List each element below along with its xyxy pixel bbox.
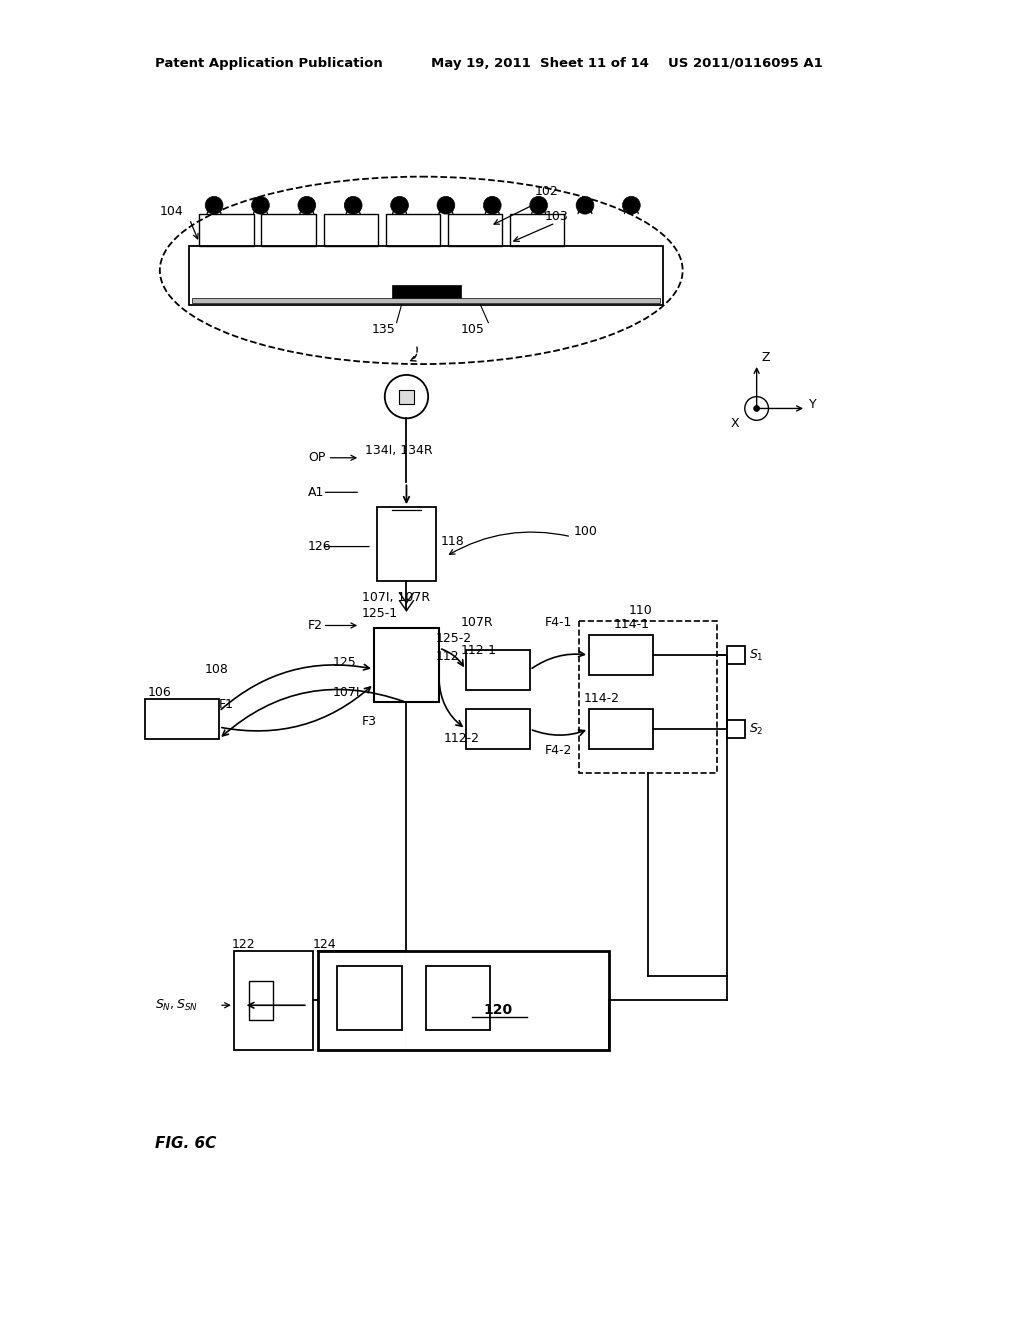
Bar	[374, 628, 439, 702]
Circle shape	[252, 197, 269, 214]
Bar	[189, 246, 663, 305]
Circle shape	[483, 197, 501, 214]
Bar	[391, 285, 461, 298]
Text: F1: F1	[219, 698, 234, 711]
Circle shape	[298, 197, 315, 214]
Text: 107I, 107R: 107I, 107R	[362, 591, 430, 605]
Bar	[193, 298, 659, 302]
Text: 112: 112	[436, 649, 460, 663]
Text: 135: 135	[372, 323, 395, 337]
Text: May 19, 2011  Sheet 11 of 14: May 19, 2011 Sheet 11 of 14	[431, 57, 649, 70]
Text: F4-2: F4-2	[545, 744, 572, 758]
Bar	[261, 214, 315, 246]
Circle shape	[744, 396, 768, 420]
Text: 124: 124	[312, 937, 336, 950]
Bar	[249, 981, 273, 1020]
Text: Patent Application Publication: Patent Application Publication	[155, 57, 383, 70]
Text: 122: 122	[231, 937, 255, 950]
Bar	[447, 214, 502, 246]
Bar	[377, 507, 436, 581]
Text: F2: F2	[308, 619, 323, 632]
Text: Y: Y	[809, 399, 816, 411]
Bar	[589, 635, 653, 675]
Text: 100: 100	[574, 525, 598, 539]
Text: 118: 118	[441, 535, 465, 548]
Text: 114-1: 114-1	[613, 618, 649, 631]
Text: F3: F3	[362, 714, 377, 727]
Bar	[727, 647, 744, 664]
Circle shape	[385, 375, 428, 418]
Text: 112-1: 112-1	[461, 644, 497, 656]
Bar	[324, 214, 378, 246]
Text: 120: 120	[483, 1003, 513, 1018]
Text: US 2011/0116095 A1: US 2011/0116095 A1	[668, 57, 822, 70]
Circle shape	[754, 405, 760, 412]
Text: 110: 110	[629, 605, 652, 618]
Text: OP: OP	[308, 451, 326, 465]
Text: 114-2: 114-2	[584, 692, 620, 705]
Circle shape	[344, 197, 362, 214]
Bar	[398, 389, 415, 404]
Text: 126: 126	[308, 540, 332, 553]
Text: 104: 104	[160, 205, 183, 218]
Text: A1: A1	[308, 486, 325, 499]
Circle shape	[391, 197, 409, 214]
Text: FIG. 6C: FIG. 6C	[155, 1135, 216, 1151]
Text: F4-1: F4-1	[545, 616, 572, 630]
Bar	[589, 709, 653, 748]
Text: 108: 108	[204, 664, 228, 676]
Text: 107I: 107I	[333, 686, 360, 700]
Text: $S_2$: $S_2$	[749, 722, 763, 737]
Text: 125-1: 125-1	[362, 607, 398, 620]
Circle shape	[437, 197, 455, 214]
Text: $S_N, S_{SN}$: $S_N, S_{SN}$	[155, 998, 198, 1012]
Bar	[466, 709, 529, 748]
Bar	[426, 966, 490, 1030]
Text: 102: 102	[535, 185, 558, 198]
Text: 134I, 134R: 134I, 134R	[365, 445, 433, 457]
Text: 125-2: 125-2	[436, 632, 472, 644]
Bar	[200, 214, 254, 246]
Bar	[466, 651, 529, 689]
Text: 106: 106	[148, 686, 172, 700]
Bar	[337, 966, 401, 1030]
Text: Z: Z	[762, 351, 770, 364]
Text: 112-2: 112-2	[444, 733, 480, 746]
Text: 105: 105	[461, 323, 484, 337]
Bar	[233, 950, 312, 1049]
Bar	[510, 214, 564, 246]
Circle shape	[205, 197, 223, 214]
Bar	[727, 721, 744, 738]
Bar	[317, 950, 608, 1049]
Text: 103: 103	[545, 210, 568, 223]
Circle shape	[623, 197, 640, 214]
Text: 125: 125	[333, 656, 356, 669]
Bar	[145, 700, 219, 739]
Text: $S_1$: $S_1$	[749, 648, 764, 663]
Circle shape	[577, 197, 594, 214]
Text: X: X	[731, 417, 739, 430]
Circle shape	[529, 197, 548, 214]
Bar	[580, 620, 717, 774]
Text: 107R: 107R	[461, 616, 494, 630]
Bar	[386, 214, 440, 246]
